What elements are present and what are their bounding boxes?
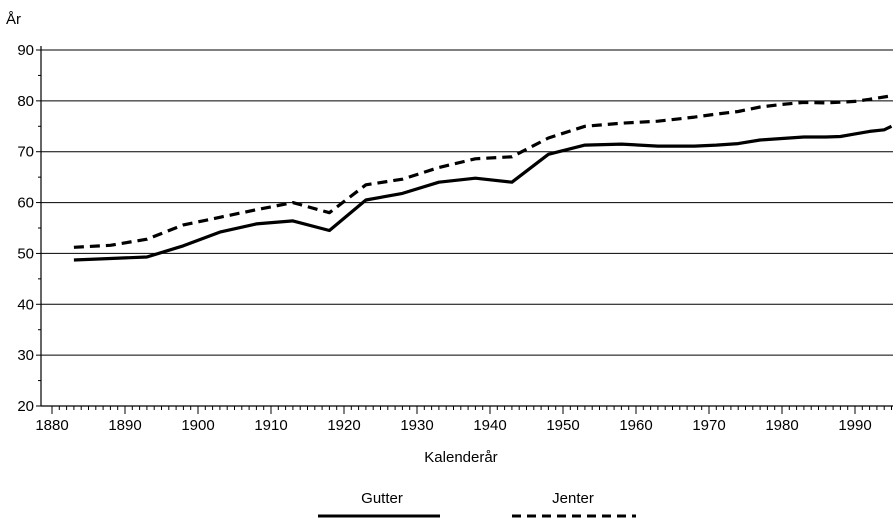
y-tick-label-20: 20 <box>17 398 34 415</box>
y-tick-label-90: 90 <box>17 42 34 59</box>
x-tick-label-1960: 1960 <box>619 417 652 434</box>
series-line-jenter <box>73 94 892 249</box>
x-tick-label-1990: 1990 <box>838 417 871 434</box>
y-tick-label-40: 40 <box>17 296 34 313</box>
x-tick-label-1980: 1980 <box>765 417 798 434</box>
series-line-gutter <box>73 124 893 262</box>
y-tick-label-50: 50 <box>17 245 34 262</box>
y-tick-labels: 20 30 40 50 60 70 80 90 <box>17 42 34 415</box>
legend-label-jenter: Jenter <box>552 490 594 507</box>
y-tick-label-60: 60 <box>17 195 34 212</box>
x-tick-label-1890: 1890 <box>108 417 141 434</box>
x-tick-label-1910: 1910 <box>254 417 287 434</box>
x-tick-label-1950: 1950 <box>546 417 579 434</box>
x-axis-label: Kalenderår <box>424 449 497 466</box>
x-tick-label-1930: 1930 <box>400 417 433 434</box>
x-tick-label-1900: 1900 <box>181 417 214 434</box>
legend: Gutter Jenter <box>318 490 636 518</box>
legend-label-gutter: Gutter <box>361 490 403 507</box>
x-tick-label-1940: 1940 <box>473 417 506 434</box>
y-tick-label-80: 80 <box>17 93 34 110</box>
y-tick-label-70: 70 <box>17 144 34 161</box>
x-tick-label-1880: 1880 <box>35 417 68 434</box>
x-tick-label-1920: 1920 <box>327 417 360 434</box>
series-lines <box>73 94 893 262</box>
axes <box>36 46 893 414</box>
x-tick-label-1970: 1970 <box>692 417 725 434</box>
gridlines <box>41 49 893 356</box>
y-tick-label-30: 30 <box>17 347 34 364</box>
y-axis-label: År <box>6 11 21 28</box>
x-tick-labels: 1880 1890 1900 1910 1920 1930 1940 1950 1960 1970… <box>35 417 871 434</box>
